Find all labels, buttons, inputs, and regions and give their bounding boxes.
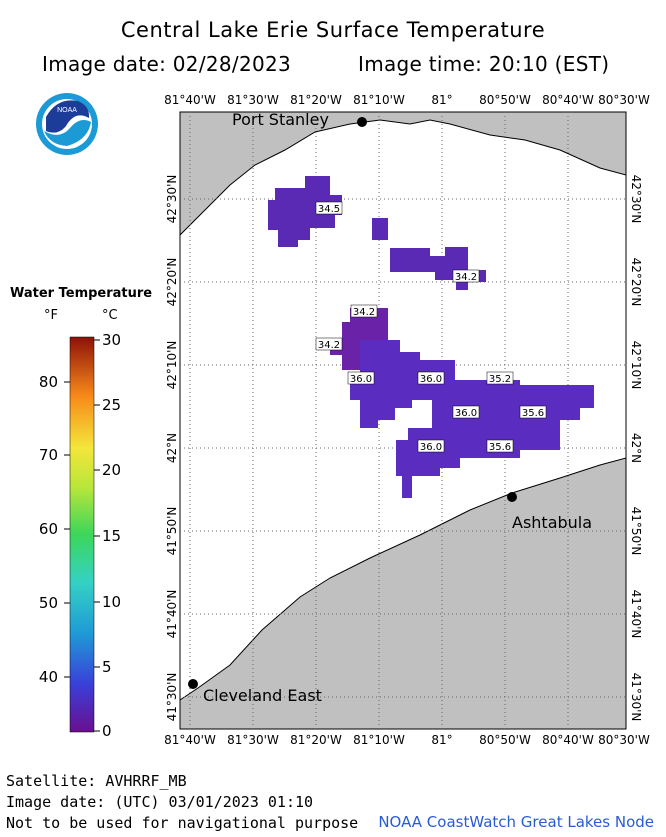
ashtabula-label: Ashtabula: [512, 513, 592, 532]
temp-label: 34.5: [318, 204, 340, 215]
svg-text:81°10'W: 81°10'W: [353, 93, 405, 107]
map-frame: [179, 111, 627, 730]
color-legend: 80 70 60 50 40 30 25 20 15 10 5 0: [39, 331, 121, 740]
svg-text:10: 10: [102, 593, 121, 611]
svg-text:81°: 81°: [431, 93, 452, 107]
svg-text:81°: 81°: [431, 733, 452, 747]
image-date: Image date: 02/28/2023: [42, 52, 292, 76]
svg-text:80°30'W: 80°30'W: [598, 733, 650, 747]
image-time: Image time: 20:10 (EST): [358, 52, 610, 76]
svg-text:41°40'N: 41°40'N: [165, 590, 179, 639]
temp-label: 34.2: [318, 340, 340, 351]
svg-text:80°40'W: 80°40'W: [542, 93, 594, 107]
place-labels: Port Stanley Ashtabula Cleveland East: [203, 110, 592, 705]
svg-text:81°40'W: 81°40'W: [164, 93, 216, 107]
svg-text:42°N: 42°N: [165, 433, 179, 463]
svg-text:80°50'W: 80°50'W: [479, 93, 531, 107]
legend-unit-f: °F: [44, 308, 58, 323]
port-stanley-label: Port Stanley: [232, 110, 329, 129]
svg-text:20: 20: [102, 461, 121, 479]
svg-text:25: 25: [102, 396, 121, 414]
svg-text:42°30'N: 42°30'N: [629, 175, 643, 224]
map-title: Central Lake Erie Surface Temperature: [120, 18, 546, 42]
temp-label: 35.6: [522, 408, 544, 419]
svg-text:60: 60: [39, 520, 58, 538]
disclaimer: Not to be used for navigational purpose: [6, 814, 359, 832]
svg-text:80°30'W: 80°30'W: [598, 93, 650, 107]
cleveland-east-label: Cleveland East: [203, 686, 322, 705]
svg-text:41°50'N: 41°50'N: [165, 507, 179, 556]
svg-text:42°20'N: 42°20'N: [629, 258, 643, 307]
svg-text:15: 15: [102, 527, 121, 545]
svg-text:81°30'W: 81°30'W: [227, 93, 279, 107]
svg-text:81°20'W: 81°20'W: [290, 733, 342, 747]
svg-text:42°N: 42°N: [629, 433, 643, 463]
svg-text:5: 5: [102, 658, 112, 676]
noaa-logo: NOAA: [36, 93, 98, 155]
temp-label: 36.0: [455, 408, 477, 419]
svg-text:41°30'N: 41°30'N: [629, 673, 643, 722]
land-north: [179, 111, 627, 237]
svg-text:50: 50: [39, 594, 58, 612]
temp-label: 34.2: [455, 272, 477, 283]
svg-text:80: 80: [39, 373, 58, 391]
ashtabula-marker: [507, 492, 517, 502]
svg-text:81°20'W: 81°20'W: [290, 93, 342, 107]
temp-label: 36.0: [350, 374, 372, 385]
svg-text:42°30'N: 42°30'N: [165, 175, 179, 224]
legend-unit-c: °C: [102, 308, 118, 323]
svg-text:0: 0: [102, 722, 112, 740]
temp-label: 36.0: [420, 442, 442, 453]
svg-text:70: 70: [39, 446, 58, 464]
svg-text:42°10'N: 42°10'N: [629, 341, 643, 390]
svg-text:80°50'W: 80°50'W: [479, 733, 531, 747]
temp-label: 36.0: [420, 374, 442, 385]
temp-label: 35.2: [489, 374, 511, 385]
svg-text:40: 40: [39, 668, 58, 686]
svg-text:41°40'N: 41°40'N: [629, 590, 643, 639]
svg-text:81°10'W: 81°10'W: [353, 733, 405, 747]
cleveland-east-marker: [188, 679, 198, 689]
longitude-labels: 81°40'W 81°30'W 81°20'W 81°10'W 81° 80°5…: [164, 93, 650, 747]
svg-text:42°20'N: 42°20'N: [165, 258, 179, 307]
temp-label: 35.6: [489, 442, 511, 453]
land-south: [179, 457, 627, 730]
svg-text:41°30'N: 41°30'N: [165, 673, 179, 722]
svg-text:NOAA: NOAA: [57, 107, 77, 114]
svg-text:30: 30: [102, 331, 121, 349]
latitude-labels: 42°30'N 42°20'N 42°10'N 42°N 41°50'N 41°…: [165, 175, 643, 722]
svg-text:81°40'W: 81°40'W: [164, 733, 216, 747]
temp-labels: 34.5 34.2 34.2 34.2 36.0 36.0 35.2 36.0 …: [318, 204, 544, 453]
temp-label: 34.2: [353, 307, 375, 318]
credit-link[interactable]: NOAA CoastWatch Great Lakes Node: [378, 813, 654, 831]
svg-text:42°10'N: 42°10'N: [165, 341, 179, 390]
temp-label-boxes: [315, 201, 547, 453]
utc-date: Image date: (UTC) 03/01/2023 01:10: [6, 793, 314, 811]
svg-text:41°50'N: 41°50'N: [629, 507, 643, 556]
port-stanley-marker: [357, 117, 367, 127]
satellite-info: Satellite: AVHRRF_MB: [6, 772, 187, 790]
legend-title: Water Temperature: [10, 286, 153, 301]
svg-text:81°30'W: 81°30'W: [227, 733, 279, 747]
svg-text:80°40'W: 80°40'W: [542, 733, 594, 747]
